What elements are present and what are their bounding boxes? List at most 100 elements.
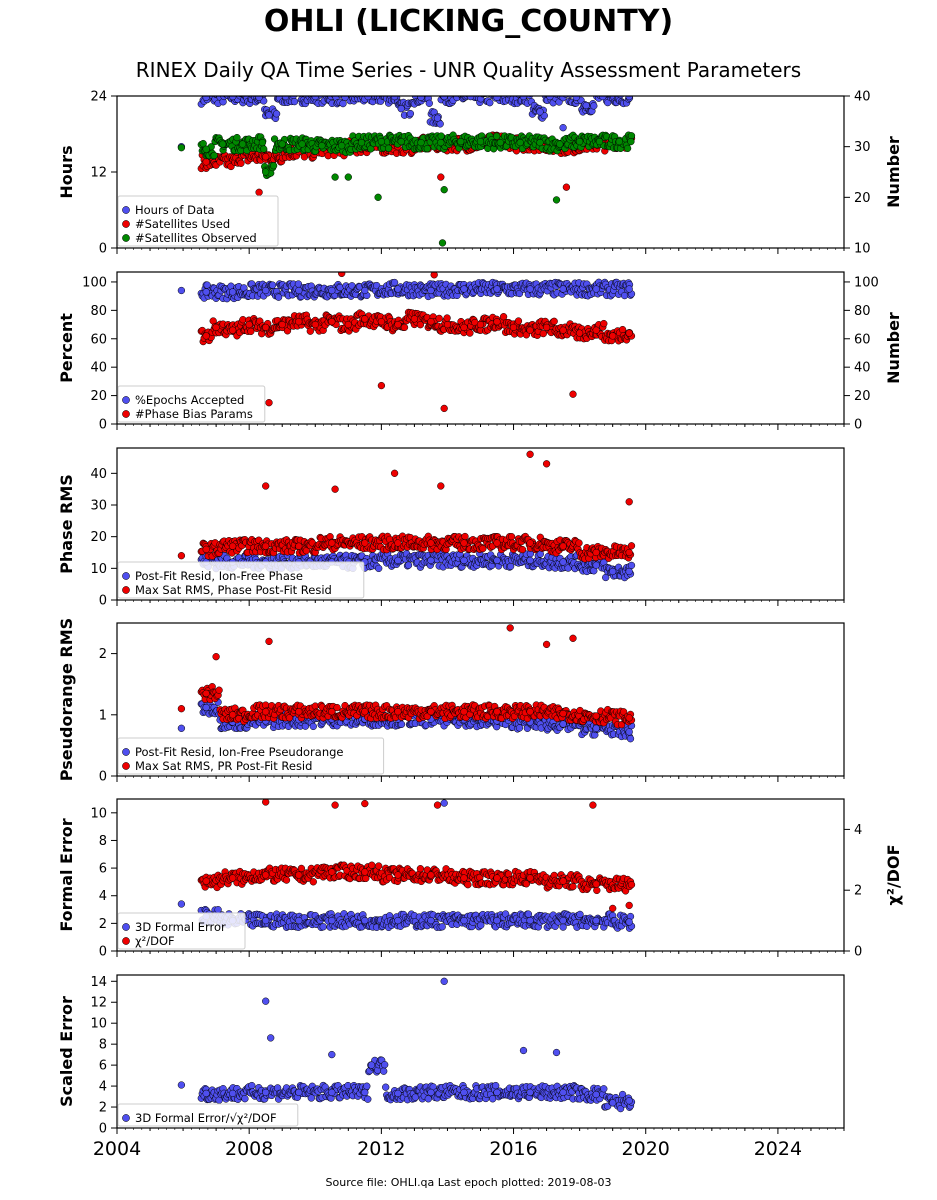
data-point (437, 482, 445, 490)
data-point (328, 708, 336, 716)
data-point (554, 96, 558, 97)
data-point (597, 87, 604, 94)
data-point (390, 278, 399, 287)
data-point (365, 88, 372, 95)
data-point (278, 88, 285, 95)
data-point (470, 89, 477, 96)
data-point (328, 318, 336, 326)
y2-tick-label: 80 (854, 304, 871, 319)
data-point (526, 556, 534, 565)
data-point (361, 315, 369, 323)
data-point (443, 320, 452, 329)
data-point (503, 88, 510, 95)
data-point (458, 96, 462, 97)
data-point (575, 539, 583, 547)
data-point (569, 390, 577, 398)
data-point (236, 87, 243, 94)
page-title: OHLI (LICKING_COUNTY) (263, 4, 674, 39)
data-point (430, 272, 438, 279)
legend: Hours of Data#Satellites Used#Satellites… (117, 195, 279, 247)
data-point (199, 88, 206, 95)
data-point (262, 168, 270, 176)
data-point (384, 144, 393, 152)
y-tick-label: 20 (90, 389, 107, 404)
data-point (333, 703, 341, 712)
data-point (435, 314, 443, 323)
legend-marker (122, 586, 130, 594)
series-percent-1 (197, 272, 636, 413)
data-point (377, 137, 386, 146)
data-point (246, 88, 253, 95)
data-point (576, 89, 583, 96)
data-point (394, 556, 402, 565)
data-point (202, 158, 210, 166)
data-point (361, 539, 369, 547)
series-pseudorange-rms-1 (177, 624, 636, 729)
data-point (493, 89, 500, 96)
data-point (457, 137, 465, 146)
data-point (202, 332, 210, 340)
data-point (260, 145, 268, 153)
data-point (625, 714, 633, 722)
data-point (542, 640, 551, 649)
y-tick-label: 60 (90, 332, 107, 347)
data-point (343, 87, 350, 94)
data-point (211, 96, 216, 97)
data-point (268, 281, 277, 289)
y2-tick-label: 40 (854, 361, 871, 376)
data-point (279, 96, 282, 97)
data-point (406, 109, 415, 118)
data-point (272, 110, 281, 118)
data-point (627, 561, 636, 570)
data-point (592, 326, 600, 334)
data-point (582, 101, 590, 110)
data-point (559, 285, 567, 293)
data-point (456, 87, 463, 94)
data-point (625, 329, 633, 337)
data-point (344, 88, 351, 95)
data-point (328, 286, 336, 295)
data-point (349, 89, 356, 96)
y-tick-label: 2 (99, 647, 107, 662)
data-point (570, 88, 577, 95)
data-point (461, 532, 469, 541)
data-point (493, 708, 501, 716)
data-point (437, 138, 445, 147)
data-point (202, 703, 210, 712)
data-point (237, 159, 245, 167)
y-tick-label: 30 (90, 499, 107, 514)
legend-marker (122, 234, 130, 242)
data-point (627, 88, 634, 95)
data-point (475, 87, 482, 94)
data-point (177, 705, 186, 713)
data-point (455, 88, 462, 95)
y2-tick-label: 20 (854, 389, 871, 404)
data-point (493, 285, 501, 293)
data-point (294, 88, 301, 95)
data-point (202, 96, 210, 101)
y2-tick-label: 40 (854, 90, 871, 105)
points-pseudorange-rms (177, 624, 636, 743)
data-point (262, 542, 270, 550)
data-point (265, 111, 273, 119)
data-point (460, 708, 468, 716)
y-tick-label: 24 (90, 90, 107, 105)
data-point (438, 239, 447, 247)
legend: Post-Fit Resid, Ion-Free PseudorangeMax … (117, 737, 385, 775)
data-point (453, 96, 457, 97)
data-point (575, 88, 582, 95)
data-point (373, 96, 378, 97)
data-point (559, 326, 567, 334)
data-point (413, 88, 420, 95)
legend-marker (122, 572, 130, 580)
y-tick-label: 10 (90, 562, 107, 577)
data-point (262, 286, 270, 295)
legend-box (117, 385, 266, 423)
data-point (539, 329, 547, 338)
data-point (295, 318, 303, 326)
data-point (312, 88, 319, 95)
y-tick-label: 100 (82, 275, 107, 290)
data-point (320, 88, 327, 95)
